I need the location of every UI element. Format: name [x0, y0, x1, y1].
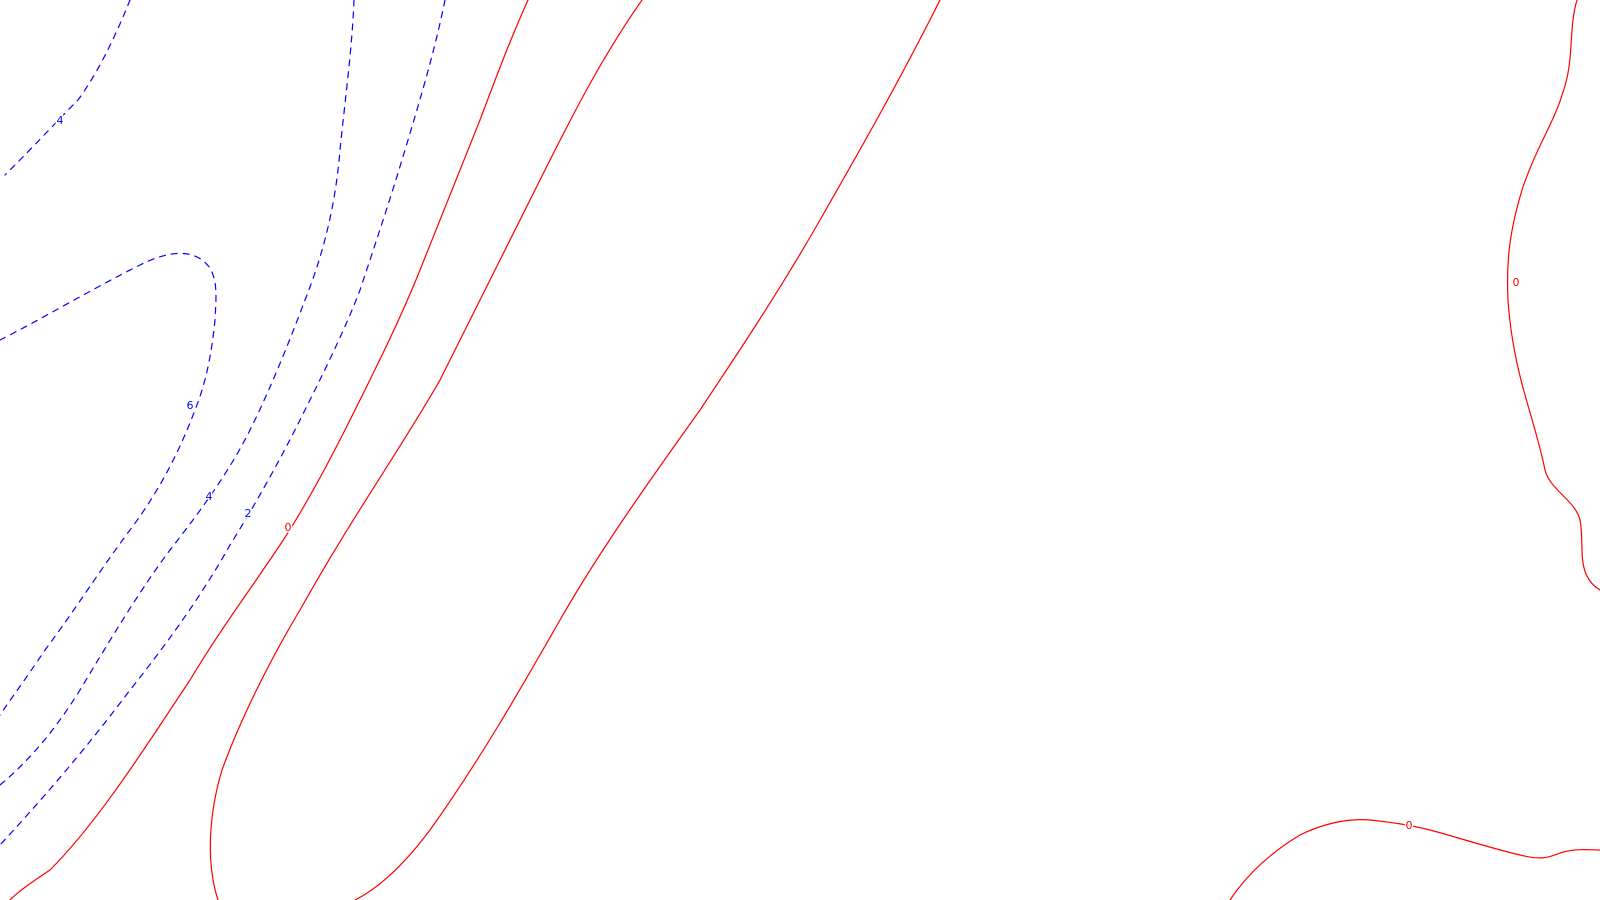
contour-label-zero-right: 0 [1513, 276, 1520, 289]
contour-line-zero-3 [354, 0, 941, 900]
contour-line-neg-2 [0, 0, 446, 846]
contour-label-neg-6: 6 [187, 399, 194, 412]
contour-label-neg-2: 2 [245, 507, 252, 520]
contour-line-neg-6 [0, 252, 217, 716]
contour-line-zero-1 [9, 0, 529, 900]
contour-label-zero-left: 0 [285, 521, 292, 534]
contour-line-zero-bottom [1229, 819, 1600, 900]
contour-line-neg-4-top [4, 0, 131, 176]
contour-line-zero-2 [209, 0, 643, 900]
contour-line-zero-right [1506, 0, 1600, 591]
contour-line-neg-4-mid [0, 0, 355, 786]
contour-label-neg-4-mid: 4 [206, 490, 213, 503]
contour-label-neg-4-top: 4 [57, 114, 64, 127]
contour-label-zero-bottom: 0 [1406, 819, 1413, 832]
